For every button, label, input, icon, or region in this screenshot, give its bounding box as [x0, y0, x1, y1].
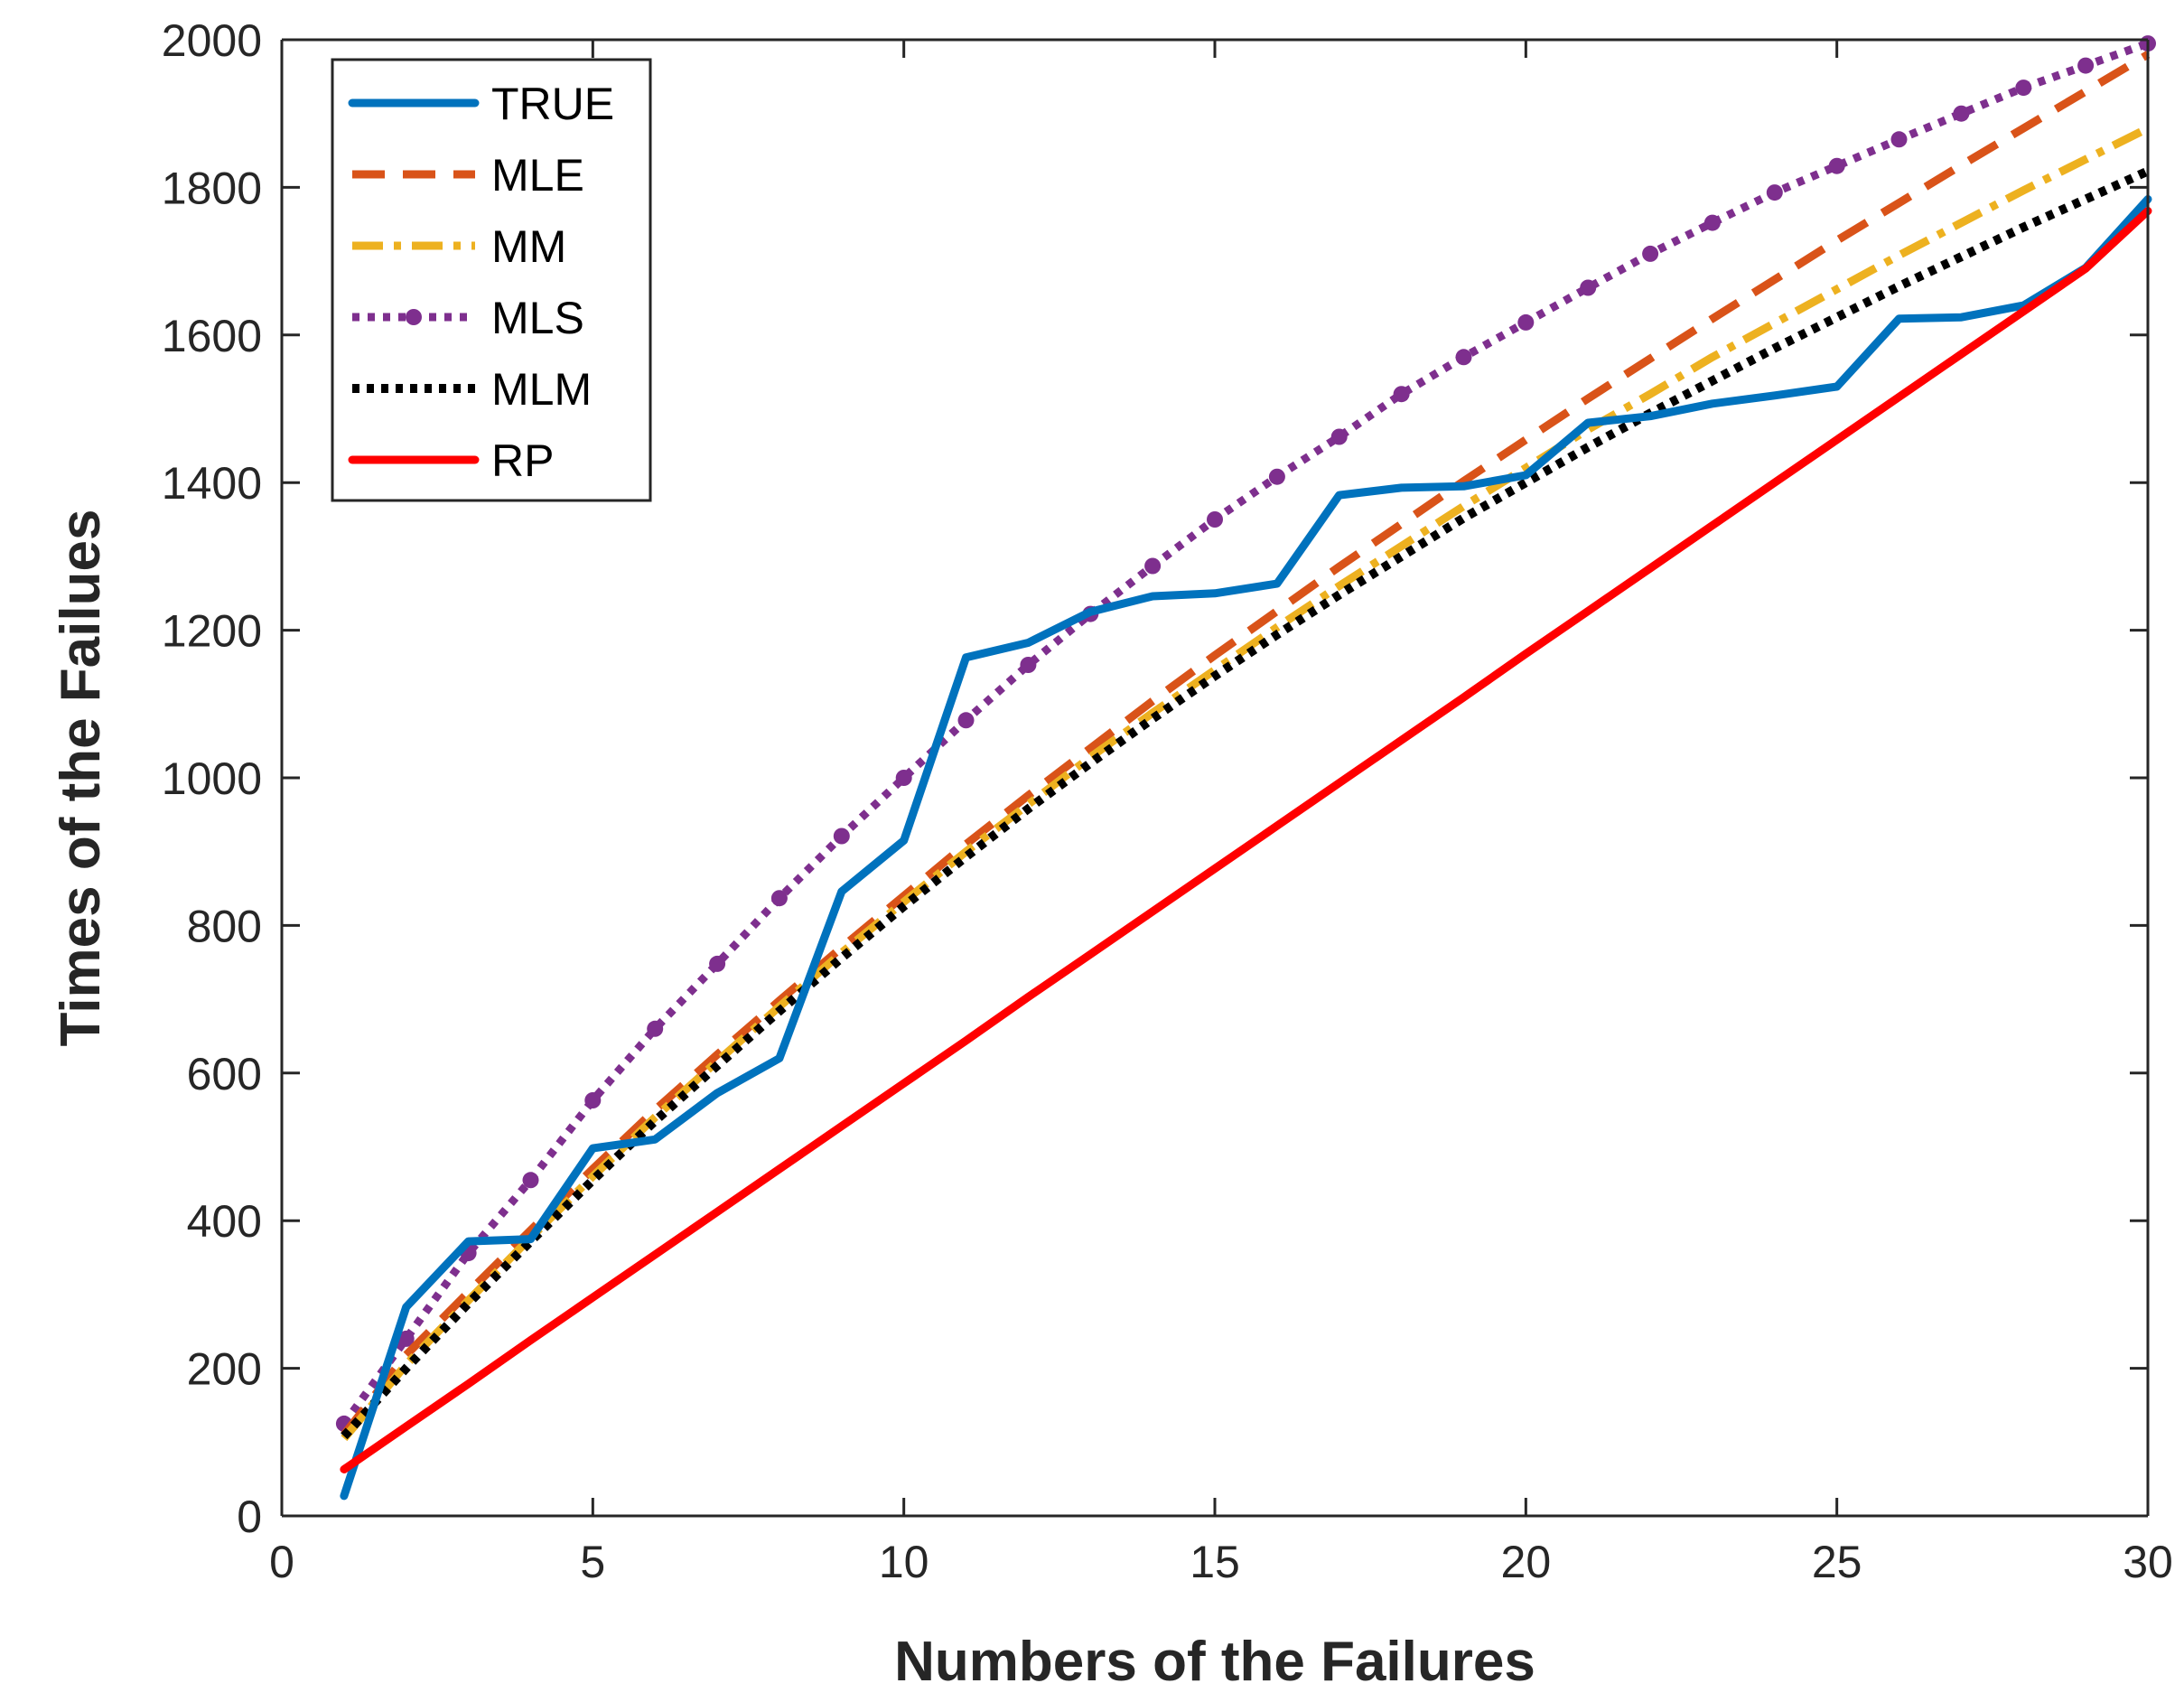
- legend-item-mle: MLE: [352, 150, 584, 201]
- series-point-mls: [1642, 245, 1659, 262]
- y-tick-label: 1600: [162, 311, 262, 361]
- x-tick-label: 30: [2123, 1537, 2173, 1587]
- series-line-rp: [340, 207, 2152, 1473]
- series-point-mls: [1393, 386, 1410, 403]
- legend-label-mle: MLE: [491, 150, 584, 201]
- series-point-mls: [522, 1172, 539, 1189]
- legend-item-rp: RP: [348, 435, 554, 486]
- series-point-mls: [770, 890, 788, 907]
- legend-label-mls: MLS: [491, 293, 584, 343]
- series-point-mls: [2015, 79, 2032, 97]
- series-point-mls: [1330, 428, 1348, 445]
- y-tick-label: 1000: [162, 753, 262, 804]
- series-point-mls: [584, 1092, 602, 1108]
- legend: TRUE MLE MM MLS MLM RP: [331, 58, 652, 502]
- series-point-mls: [833, 828, 850, 845]
- legend-label-mm: MM: [491, 221, 566, 272]
- legend-item-mm: MM: [352, 221, 566, 272]
- x-axis-title: Numbers of the Failures: [894, 1631, 1535, 1693]
- y-axis-title: Times of the Failues: [50, 510, 112, 1047]
- y-tick-label: 200: [187, 1344, 262, 1395]
- axes-layer: 0 5 10 15 20 25 30 0 200 400 600 800 1000 1200 1400 160…: [162, 15, 2173, 1587]
- legend-item-true: TRUE: [348, 79, 614, 129]
- y-tick-label: 1400: [162, 458, 262, 509]
- series-point-mls: [1580, 279, 1597, 296]
- series-point-mls: [957, 712, 975, 729]
- series-point-mls: [397, 1330, 415, 1347]
- series-point-mls: [1517, 313, 1535, 331]
- x-tick-label: 20: [1501, 1537, 1552, 1587]
- legend-marker-mls: [406, 309, 422, 325]
- series-line-mm: [341, 124, 2151, 1442]
- series-point-mls: [647, 1020, 664, 1037]
- legend-box: [331, 58, 652, 502]
- series-mle: [341, 51, 2151, 1437]
- x-tick-label: 15: [1190, 1537, 1240, 1587]
- series-line-mle: [341, 51, 2151, 1437]
- series-line-true: [340, 195, 2152, 1501]
- series-mm: [341, 124, 2151, 1442]
- series-point-mls: [1828, 157, 1845, 174]
- y-tick-label: 600: [187, 1049, 262, 1099]
- series-point-mls: [1020, 657, 1037, 673]
- series-rp: [340, 207, 2152, 1473]
- series-layer: [335, 35, 2156, 1501]
- x-tick-label: 0: [269, 1537, 294, 1587]
- y-tick-label: 800: [187, 901, 262, 951]
- series-point-mls: [1455, 349, 1472, 366]
- series-point-mls: [1144, 557, 1162, 575]
- series-true: [340, 195, 2152, 1501]
- series-point-mls: [1890, 131, 1908, 148]
- y-tick-label: 2000: [162, 15, 262, 66]
- y-tick-label: 1800: [162, 163, 262, 213]
- legend-item-mlm: MLM: [352, 364, 592, 415]
- series-point-mls: [1766, 184, 1783, 201]
- series-mls: [335, 35, 2156, 1432]
- legend-label-rp: RP: [491, 435, 554, 486]
- legend-label-true: TRUE: [491, 79, 614, 129]
- x-tick-label: 5: [580, 1537, 605, 1587]
- y-tick-label: 400: [187, 1196, 262, 1247]
- series-point-mls: [1953, 105, 1970, 122]
- legend-label-mlm: MLM: [491, 364, 592, 415]
- series-point-mls: [895, 770, 912, 786]
- series-point-mls: [1207, 511, 1223, 528]
- series-point-mls: [1703, 214, 1721, 231]
- series-point-mls: [1268, 468, 1285, 485]
- x-tick-label: 25: [1812, 1537, 1862, 1587]
- legend-item-mls: MLS: [352, 293, 584, 343]
- series-point-mls: [709, 955, 726, 972]
- x-tick-label: 10: [879, 1537, 929, 1587]
- series-point-mls: [2077, 57, 2095, 74]
- y-tick-label: 0: [237, 1492, 262, 1542]
- y-tick-label: 1200: [162, 606, 262, 657]
